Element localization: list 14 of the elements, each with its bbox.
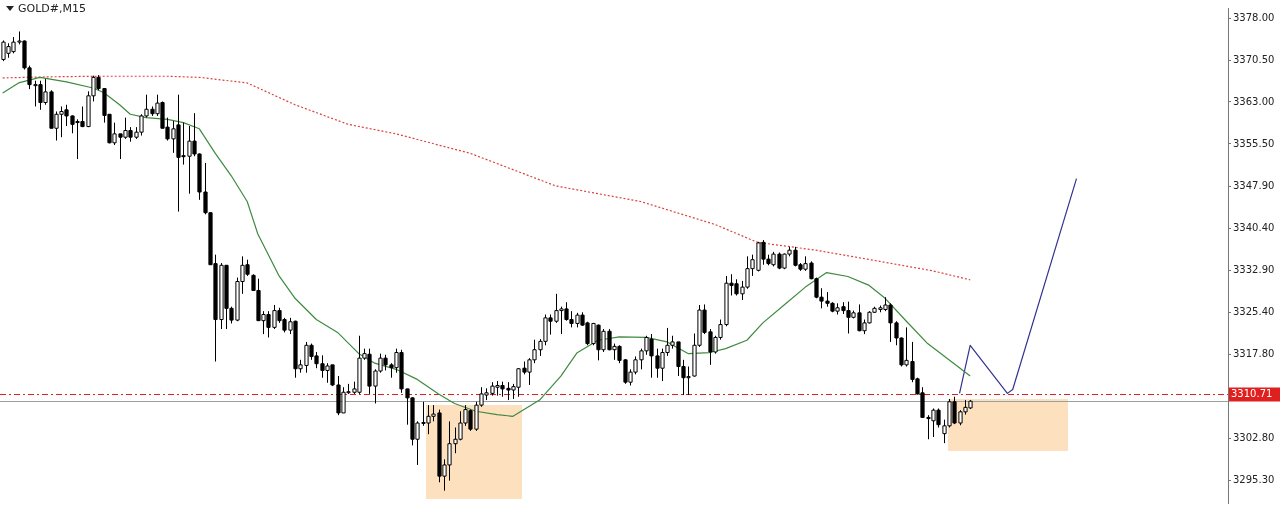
- y-tick-label: 3355.50: [1233, 137, 1275, 149]
- y-tick-label: 3317.80: [1233, 348, 1275, 360]
- y-tick-label: 3340.40: [1233, 221, 1275, 233]
- line-series: [2, 75, 971, 281]
- y-tick-label: 3325.40: [1233, 305, 1275, 317]
- ref-line-label: 3310.71: [1231, 388, 1273, 400]
- chart-title: GOLD#,M15: [18, 2, 86, 15]
- y-tick-label: 3332.90: [1233, 263, 1275, 275]
- y-tick-label: 3347.90: [1233, 180, 1275, 192]
- y-tick-label: 3363.00: [1233, 95, 1275, 107]
- y-tick-label: 3370.50: [1233, 53, 1275, 65]
- y-tick-label: 3295.30: [1233, 474, 1275, 486]
- y-tick-label: 3302.80: [1233, 432, 1275, 444]
- y-tick-label: 3378.00: [1233, 11, 1275, 23]
